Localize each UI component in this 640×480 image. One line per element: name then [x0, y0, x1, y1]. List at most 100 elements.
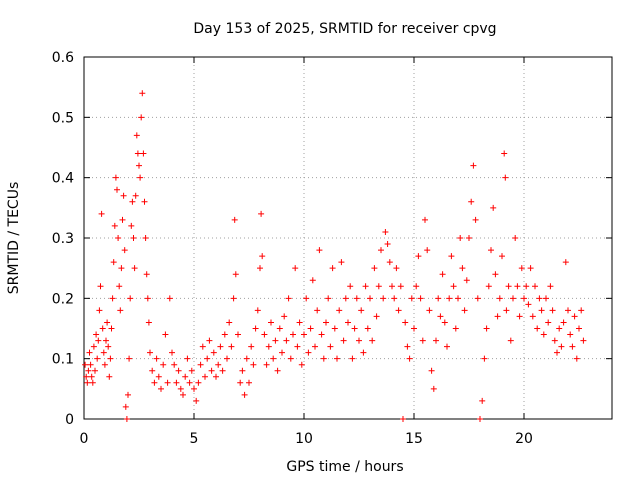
data-point-marker [144, 295, 151, 302]
data-point-marker [397, 283, 404, 290]
data-point-marker [175, 367, 182, 374]
data-point-marker [567, 331, 574, 338]
data-point-marker [285, 295, 292, 302]
data-point-marker [358, 307, 365, 314]
data-point-marker [320, 355, 327, 362]
data-point-marker [450, 283, 457, 290]
y-tick-label: 0 [65, 412, 74, 428]
data-point-marker [121, 247, 128, 254]
data-point-marker [516, 313, 523, 320]
data-point-marker [441, 319, 448, 326]
data-point-marker [132, 192, 139, 199]
data-point-marker [349, 355, 356, 362]
data-point-marker [130, 235, 137, 241]
data-point-marker [298, 361, 305, 368]
data-point-marker [485, 283, 492, 290]
data-point-marker [270, 355, 277, 362]
data-point-marker [433, 337, 439, 344]
data-point-marker [393, 265, 400, 272]
data-point-marker [272, 337, 279, 344]
data-point-marker [327, 343, 334, 350]
data-point-marker [197, 361, 204, 368]
data-point-marker [136, 162, 142, 169]
data-point-marker [153, 355, 160, 362]
data-point-marker [265, 343, 272, 350]
data-point-marker [101, 361, 108, 368]
data-point-marker [336, 307, 343, 314]
data-point-marker [503, 307, 510, 314]
data-point-marker [437, 313, 444, 320]
data-point-marker [231, 216, 238, 223]
data-point-marker [230, 295, 237, 302]
data-point-marker [139, 90, 146, 97]
data-point-marker [279, 349, 285, 356]
data-point-marker [127, 295, 134, 302]
data-point-marker [569, 343, 576, 350]
data-point-marker [439, 271, 446, 278]
data-point-marker [160, 361, 167, 368]
data-point-marker [362, 283, 369, 290]
data-point-marker [296, 319, 303, 326]
data-point-marker [164, 379, 171, 386]
data-point-marker [560, 319, 567, 326]
data-point-marker [120, 192, 127, 199]
data-point-marker [208, 367, 215, 374]
data-point-marker [353, 295, 360, 302]
data-point-marker [338, 259, 345, 266]
data-point-marker [248, 343, 255, 350]
data-point-marker [554, 349, 560, 356]
data-point-marker [257, 265, 263, 272]
data-point-marker [408, 295, 415, 302]
data-point-marker [126, 355, 133, 362]
data-point-marker [158, 385, 164, 392]
data-point-marker [406, 355, 413, 362]
y-tick-label: 0.6 [52, 50, 74, 66]
data-point-marker [340, 337, 347, 344]
data-point-marker [115, 235, 122, 241]
data-point-marker [149, 367, 156, 374]
data-point-marker [303, 295, 310, 302]
data-point-marker [241, 391, 248, 398]
data-point-marker [111, 222, 118, 229]
data-point-marker [92, 367, 98, 374]
data-point-marker [96, 307, 103, 314]
data-point-marker [400, 416, 406, 422]
data-point-marker [123, 416, 130, 422]
y-tick-label: 0.3 [52, 231, 74, 247]
x-tick-label: 5 [190, 431, 199, 447]
data-point-marker [459, 265, 466, 272]
data-point-marker [507, 337, 514, 344]
data-point-marker [95, 337, 102, 344]
y-axis-label: SRMTID / TECUs [6, 182, 22, 295]
data-point-marker [562, 259, 569, 266]
data-point-marker [345, 319, 351, 326]
data-point-marker [307, 325, 314, 332]
data-point-marker [106, 373, 113, 380]
x-tick-label: 0 [80, 431, 89, 447]
data-point-marker [145, 319, 152, 326]
data-point-marker [235, 331, 241, 338]
data-point-marker [428, 367, 435, 374]
data-point-marker [527, 265, 534, 272]
data-point-marker [448, 253, 455, 260]
data-point-marker [576, 325, 582, 332]
data-point-marker [323, 319, 329, 326]
data-point-marker [116, 283, 123, 290]
data-point-marker [521, 295, 527, 302]
data-point-marker [446, 295, 453, 302]
data-point-marker [452, 325, 459, 332]
data-point-marker [166, 295, 173, 302]
data-point-marker [109, 295, 116, 302]
data-point-marker [258, 210, 265, 217]
y-tick-label: 0.2 [52, 291, 74, 307]
data-point-marker [228, 343, 235, 350]
data-point-marker [494, 313, 501, 320]
data-point-marker [224, 355, 230, 362]
data-point-marker [87, 361, 94, 368]
data-point-marker [367, 295, 373, 302]
data-point-marker [463, 277, 470, 284]
data-point-marker [571, 313, 578, 320]
data-point-marker [391, 295, 398, 302]
data-point-marker [140, 150, 147, 157]
data-point-marker [141, 198, 148, 205]
